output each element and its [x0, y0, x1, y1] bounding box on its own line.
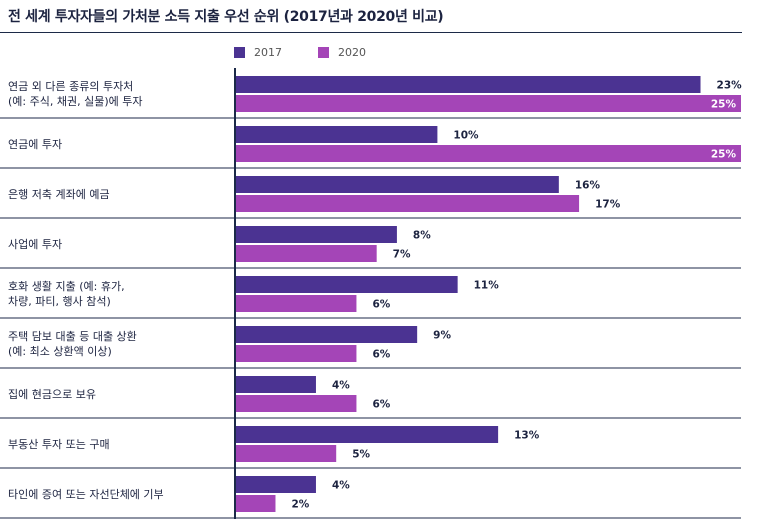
category-label: 연금에 투자 [8, 137, 63, 151]
data-label-2020: 17% [595, 199, 621, 211]
legend-swatch-2020 [318, 47, 329, 58]
bar-2020 [235, 245, 377, 262]
bar-2017 [235, 476, 316, 493]
data-label-2017: 4% [332, 380, 350, 392]
category-label: 집에 현금으로 보유 [8, 387, 96, 401]
bar-2017 [235, 126, 438, 143]
category-label: 은행 저축 계좌에 예금 [8, 187, 110, 201]
bar-2017 [235, 176, 559, 193]
bar-2017 [235, 226, 397, 243]
category-label: 부동산 투자 또는 구매 [8, 437, 110, 451]
data-label-2020: 6% [372, 399, 390, 411]
data-label-2017: 11% [474, 280, 500, 292]
category-label: 호화 생활 지출 (예: 휴가, 차량, 파티, 행사 참석) [8, 280, 125, 308]
data-label-2020: 6% [372, 299, 390, 311]
bar-2017 [235, 376, 316, 393]
bar-2020 [235, 345, 357, 362]
category-label: 주택 담보 대출 등 대출 상환 (예: 최소 상환액 이상) [8, 330, 137, 358]
bar-2020 [235, 95, 741, 112]
data-label-2017: 10% [453, 130, 479, 142]
bar-2020 [235, 195, 580, 212]
legend-label-2017: 2017 [254, 46, 282, 59]
category-label: 연금 외 다른 종류의 투자처 (예: 주식, 채권, 실물)에 투자 [8, 80, 143, 108]
data-label-2017: 23% [717, 80, 743, 92]
data-label-2017: 4% [332, 480, 350, 492]
bar-2017 [235, 326, 418, 343]
legend-label-2020: 2020 [338, 46, 366, 59]
category-label: 사업에 투자 [8, 237, 63, 251]
bar-2020 [235, 395, 357, 412]
legend-item-2020: 2020 [318, 46, 366, 59]
chart-title: 전 세계 투자자들의 가처분 소득 지출 우선 순위 (2017년과 2020년… [8, 9, 444, 25]
data-label-2020: 25% [711, 99, 737, 111]
bar-2017 [235, 426, 499, 443]
bar-2020 [235, 495, 276, 512]
title-divider [0, 32, 742, 33]
data-label-2017: 16% [575, 180, 601, 192]
legend-swatch-2017 [234, 47, 245, 58]
data-label-2017: 9% [433, 330, 451, 342]
bar-2017 [235, 276, 458, 293]
data-label-2020: 7% [393, 249, 411, 261]
data-label-2020: 5% [352, 449, 370, 461]
data-label-2020: 25% [711, 149, 737, 161]
bar-2020 [235, 445, 337, 462]
data-label-2017: 13% [514, 430, 540, 442]
category-label: 타인에 증여 또는 자선단체에 기부 [8, 487, 164, 501]
legend: 2017 2020 [234, 46, 366, 59]
bar-2017 [235, 76, 701, 93]
data-label-2020: 2% [291, 499, 309, 511]
data-label-2017: 8% [413, 230, 431, 242]
data-label-2020: 6% [372, 349, 390, 361]
legend-item-2017: 2017 [234, 46, 282, 59]
bar-2020 [235, 295, 357, 312]
bar-2020 [235, 145, 741, 162]
